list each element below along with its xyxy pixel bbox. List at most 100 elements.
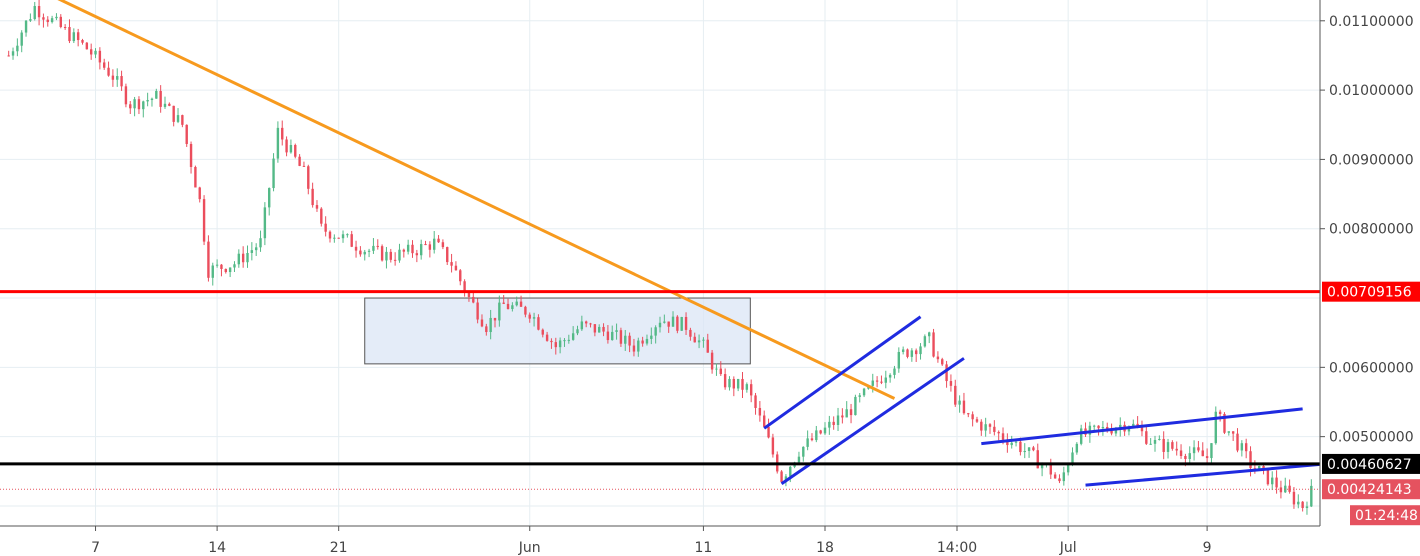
candle-body xyxy=(1071,452,1074,465)
candle-body xyxy=(658,322,662,328)
candle-body xyxy=(263,207,267,239)
candle-body xyxy=(1305,506,1309,509)
candle-body xyxy=(615,330,618,332)
candle-body xyxy=(671,316,675,327)
candle-body xyxy=(268,188,271,208)
x-tick-label: Jul xyxy=(1059,540,1077,556)
candle-body xyxy=(545,334,549,341)
candle-body xyxy=(589,323,592,325)
candle-body xyxy=(841,415,844,418)
candle-body xyxy=(1205,456,1209,459)
candle-body xyxy=(810,438,814,441)
candle-body xyxy=(1218,411,1222,414)
candle-body xyxy=(628,335,631,346)
candle-body xyxy=(780,471,783,483)
x-tick-label: 11 xyxy=(695,540,713,556)
candle-body xyxy=(111,75,115,80)
candle-body xyxy=(150,98,154,101)
x-axis: 7 14 21 Jun 11 18 14:00 Jul 9 xyxy=(0,525,1320,556)
level-price-tag-bg xyxy=(1322,453,1420,474)
candle-body xyxy=(758,407,762,416)
candle-body xyxy=(745,384,749,390)
candle-body xyxy=(59,16,62,28)
candle-body xyxy=(76,32,80,41)
candle-body xyxy=(1175,448,1178,451)
candle-body xyxy=(767,426,770,438)
candle-body xyxy=(1162,438,1165,452)
countdown-tag-bg xyxy=(1350,505,1420,526)
candle-body xyxy=(385,251,388,261)
candle-body xyxy=(1053,474,1057,479)
candle-body xyxy=(498,302,501,321)
candle-body xyxy=(506,303,510,310)
candle-body xyxy=(476,302,479,320)
candle-body xyxy=(198,187,201,200)
candle-body xyxy=(550,340,553,343)
candle-body xyxy=(81,40,84,43)
x-tick-label: 14:00 xyxy=(937,540,977,556)
x-tick-label: 7 xyxy=(91,540,100,556)
candle-body xyxy=(480,319,484,327)
range-rectangle xyxy=(364,297,751,365)
candle-body xyxy=(29,19,32,21)
candle-body xyxy=(663,321,666,323)
countdown-tag-text: 01:24:48 xyxy=(1355,508,1418,524)
candle-body xyxy=(350,234,353,247)
candle-body xyxy=(467,292,471,297)
candle-body xyxy=(1197,447,1200,451)
candle-body xyxy=(1258,465,1261,469)
candle-body xyxy=(1132,423,1135,427)
candle-body xyxy=(1032,447,1035,451)
candle-body xyxy=(294,144,297,157)
y-tick-label: 0.00500000 xyxy=(1329,430,1414,446)
candle-body xyxy=(962,400,966,414)
candle-body xyxy=(571,333,575,340)
candle-body xyxy=(1158,438,1161,440)
candle-body xyxy=(246,252,249,263)
candle-body xyxy=(971,414,974,420)
candle-body xyxy=(324,223,327,232)
candle-body xyxy=(307,166,310,189)
candle-body xyxy=(120,76,123,87)
candle-body xyxy=(906,349,909,357)
candle-body xyxy=(1292,491,1296,505)
candle-body xyxy=(272,158,275,189)
candle-body xyxy=(1236,433,1239,451)
candle-body xyxy=(980,421,983,431)
candle-body xyxy=(94,50,97,55)
channel-line xyxy=(1085,462,1321,487)
candle-body xyxy=(172,105,175,122)
candle-body xyxy=(463,281,466,293)
candle-body xyxy=(584,321,588,324)
candle-body xyxy=(298,156,301,166)
candle-body xyxy=(1188,453,1191,460)
candle-body xyxy=(328,231,332,239)
level-price-tag-text: 0.00709156 xyxy=(1327,285,1412,301)
candle-body xyxy=(854,396,857,416)
candle-body xyxy=(107,67,110,76)
candle-body xyxy=(1279,487,1283,493)
candle-body xyxy=(975,419,979,422)
candle-body xyxy=(797,456,801,463)
candle-body xyxy=(363,251,366,255)
y-tick-label: 0.00900000 xyxy=(1329,152,1414,168)
y-tick-label: 0.00600000 xyxy=(1329,360,1414,376)
candle-body xyxy=(450,262,453,266)
candle-body xyxy=(984,424,987,431)
candle-body xyxy=(815,430,818,441)
candle-body xyxy=(654,327,657,336)
candle-body xyxy=(1179,450,1183,456)
candle-body xyxy=(919,346,922,355)
candle-body xyxy=(1244,443,1248,452)
candle-body xyxy=(194,166,197,188)
level-price-tag-bg xyxy=(1322,281,1420,302)
candle-body xyxy=(845,409,848,418)
candle-body xyxy=(1171,442,1174,449)
candle-body xyxy=(736,378,740,389)
candle-body xyxy=(871,380,874,386)
candle-body xyxy=(880,381,883,383)
candle-body xyxy=(893,368,896,375)
candle-body xyxy=(732,378,736,389)
trendline-descending xyxy=(57,0,896,400)
